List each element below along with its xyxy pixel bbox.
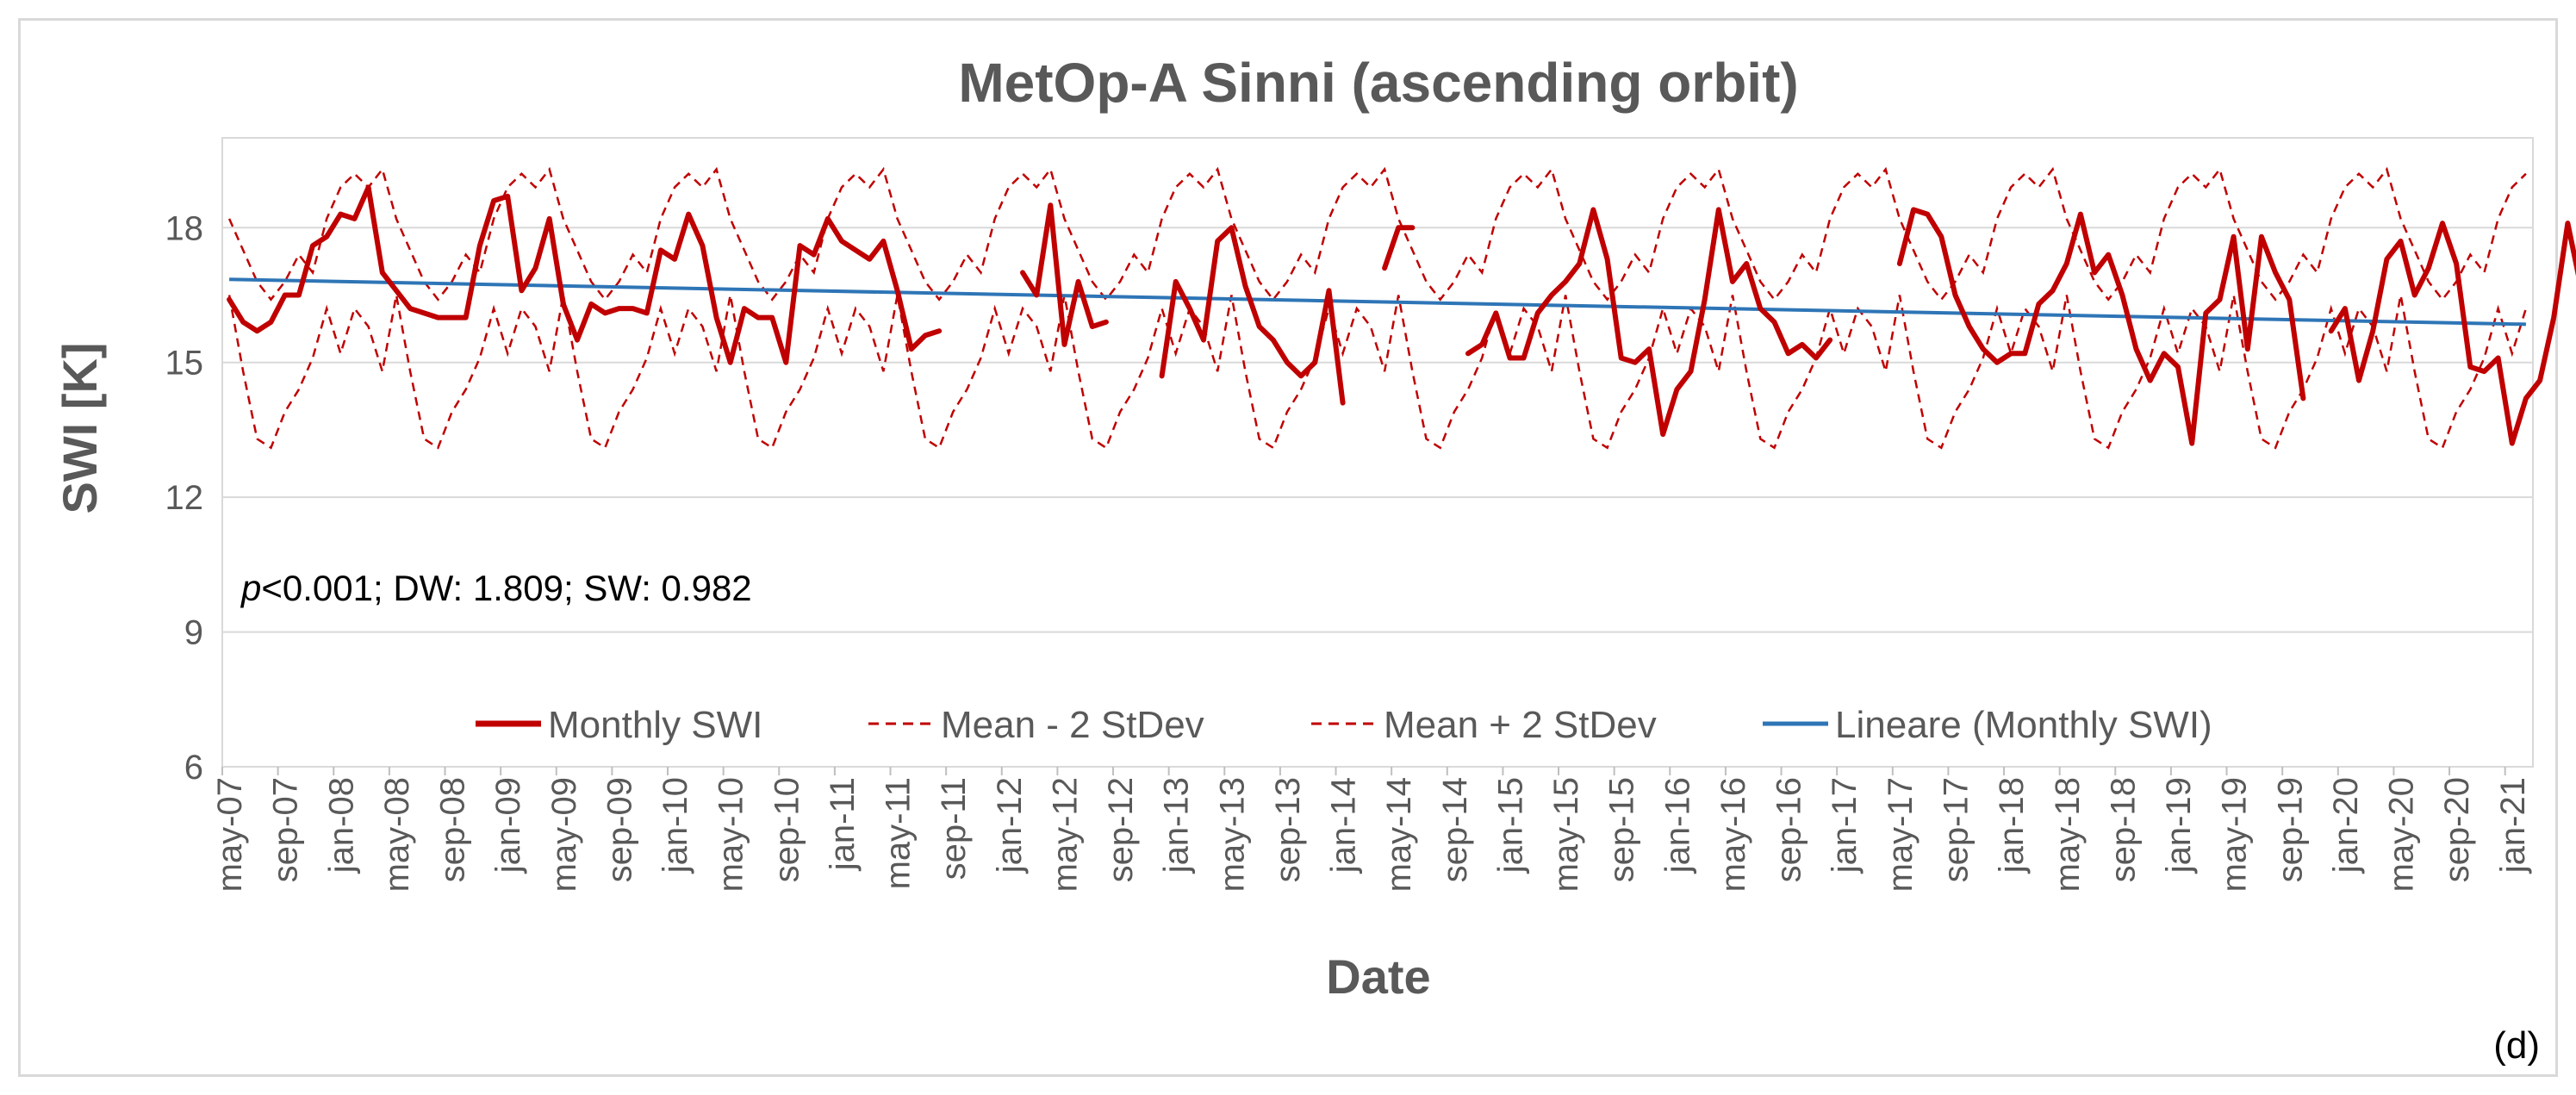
x-tick-label: jan-20: [2327, 777, 2365, 874]
monthly-swi-segment: [1159, 225, 1346, 406]
gridlines: [222, 227, 2533, 768]
x-tick-label: sep-15: [1603, 777, 1641, 882]
chart-frame: [19, 19, 2557, 1076]
x-tick-label: jan-11: [824, 777, 862, 871]
x-tick-label: may-14: [1380, 777, 1418, 892]
x-tick-label: sep-09: [600, 777, 638, 882]
x-tick-label: may-08: [378, 777, 416, 892]
x-tick-label: sep-16: [1770, 777, 1808, 882]
line-series-lower: [227, 295, 2528, 450]
x-tick-label: may-17: [1882, 777, 1920, 892]
plot-area-border: [221, 137, 2534, 768]
x-tick-label: jan-08: [322, 777, 360, 874]
x-tick-label: sep-07: [267, 777, 305, 882]
legend-label-linear-trend: Lineare (Monthly SWI): [1835, 704, 2212, 746]
x-tick-labels: may-07 sep-07 jan-08 may-08 sep-08 jan-09 may-…: [211, 767, 2532, 892]
plot-area-rect: [221, 137, 2534, 768]
y-tick-label: 12: [165, 479, 204, 517]
x-axis-title: Date: [1326, 949, 1430, 1004]
stats-annotation: p<0.001; DW: 1.809; SW: 0.982: [240, 568, 752, 608]
x-tick-label: sep-11: [935, 777, 973, 880]
legend-label-mean-plus-2-stdev: Mean + 2 StDev: [1384, 704, 1657, 746]
y-tick-labels: 6 9 12 15 18: [165, 209, 204, 787]
x-tick-label: jan-17: [1826, 777, 1864, 874]
x-tick-label: may-15: [1547, 777, 1585, 892]
legend-label-mean-minus-2-stdev: Mean - 2 StDev: [941, 704, 1204, 746]
x-tick-label: sep-10: [768, 777, 806, 882]
x-tick-label: sep-20: [2438, 777, 2476, 882]
x-tick-label: may-18: [2049, 777, 2087, 892]
x-tick-label: may-20: [2383, 777, 2421, 892]
x-tick-label: jan-16: [1658, 777, 1696, 874]
x-tick-label: may-19: [2216, 777, 2254, 892]
monthly-swi-segment: [1020, 202, 1109, 347]
legend-label-monthly-swi: Monthly SWI: [548, 704, 762, 746]
x-tick-label: may-07: [211, 777, 249, 892]
legend: Monthly SWI Mean - 2 StDev Mean + 2 StDe…: [476, 704, 2212, 746]
x-tick-label: may-09: [545, 777, 583, 892]
x-tick-label: may-11: [880, 777, 918, 889]
x-tick-label: jan-12: [991, 777, 1029, 874]
x-tick-label: jan-15: [1491, 777, 1529, 874]
x-tick-label: jan-19: [2160, 777, 2198, 874]
x-tick-label: may-16: [1714, 777, 1752, 892]
x-tick-label: may-10: [712, 777, 750, 892]
y-tick-label: 6: [184, 749, 203, 787]
x-tick-label: jan-09: [489, 777, 527, 874]
monthly-swi-segment: [1896, 207, 2306, 446]
monthly-swi-segment: [1382, 225, 1416, 271]
series-monthly-swi: [227, 184, 2576, 446]
monthly-swi-segment: [2328, 221, 2576, 446]
series-linear-trend: [229, 277, 2526, 327]
panel-label: (d): [2493, 1024, 2540, 1067]
x-tick-label: may-13: [1213, 777, 1251, 892]
x-tick-label: jan-21: [2494, 777, 2532, 874]
x-tick-label: sep-14: [1436, 777, 1474, 882]
y-axis-title: SWI [K]: [53, 342, 107, 513]
y-tick-label: 9: [184, 614, 203, 652]
monthly-swi-segment: [227, 184, 943, 365]
stats-values: <0.001; DW: 1.809; SW: 0.982: [261, 568, 751, 608]
x-tick-label: sep-18: [2104, 777, 2142, 882]
x-tick-label: jan-13: [1158, 777, 1196, 874]
x-tick-label: sep-12: [1102, 777, 1140, 882]
x-tick-label: jan-18: [1993, 777, 2031, 874]
chart-border: [18, 18, 2558, 1077]
x-tick-label: sep-13: [1269, 777, 1307, 882]
stats-p-symbol: p: [240, 568, 261, 608]
x-tick-label: may-12: [1046, 777, 1084, 892]
y-tick-label: 15: [165, 345, 204, 383]
x-tick-label: jan-14: [1325, 777, 1363, 874]
x-tick-label: sep-08: [434, 777, 472, 882]
x-tick-label: sep-17: [1938, 777, 1976, 882]
trend-line: [229, 277, 2526, 327]
y-tick-label: 18: [165, 209, 204, 247]
monthly-swi-segment: [1465, 207, 1833, 438]
series-mean-minus-2-stdev: [227, 295, 2528, 450]
x-tick-label: jan-10: [656, 777, 694, 874]
series-mean-plus-2-stdev: [227, 166, 2527, 302]
chart-title: MetOp-A Sinni (ascending orbit): [958, 52, 1798, 114]
line-series-upper: [227, 166, 2527, 302]
x-tick-label: sep-19: [2271, 777, 2309, 882]
